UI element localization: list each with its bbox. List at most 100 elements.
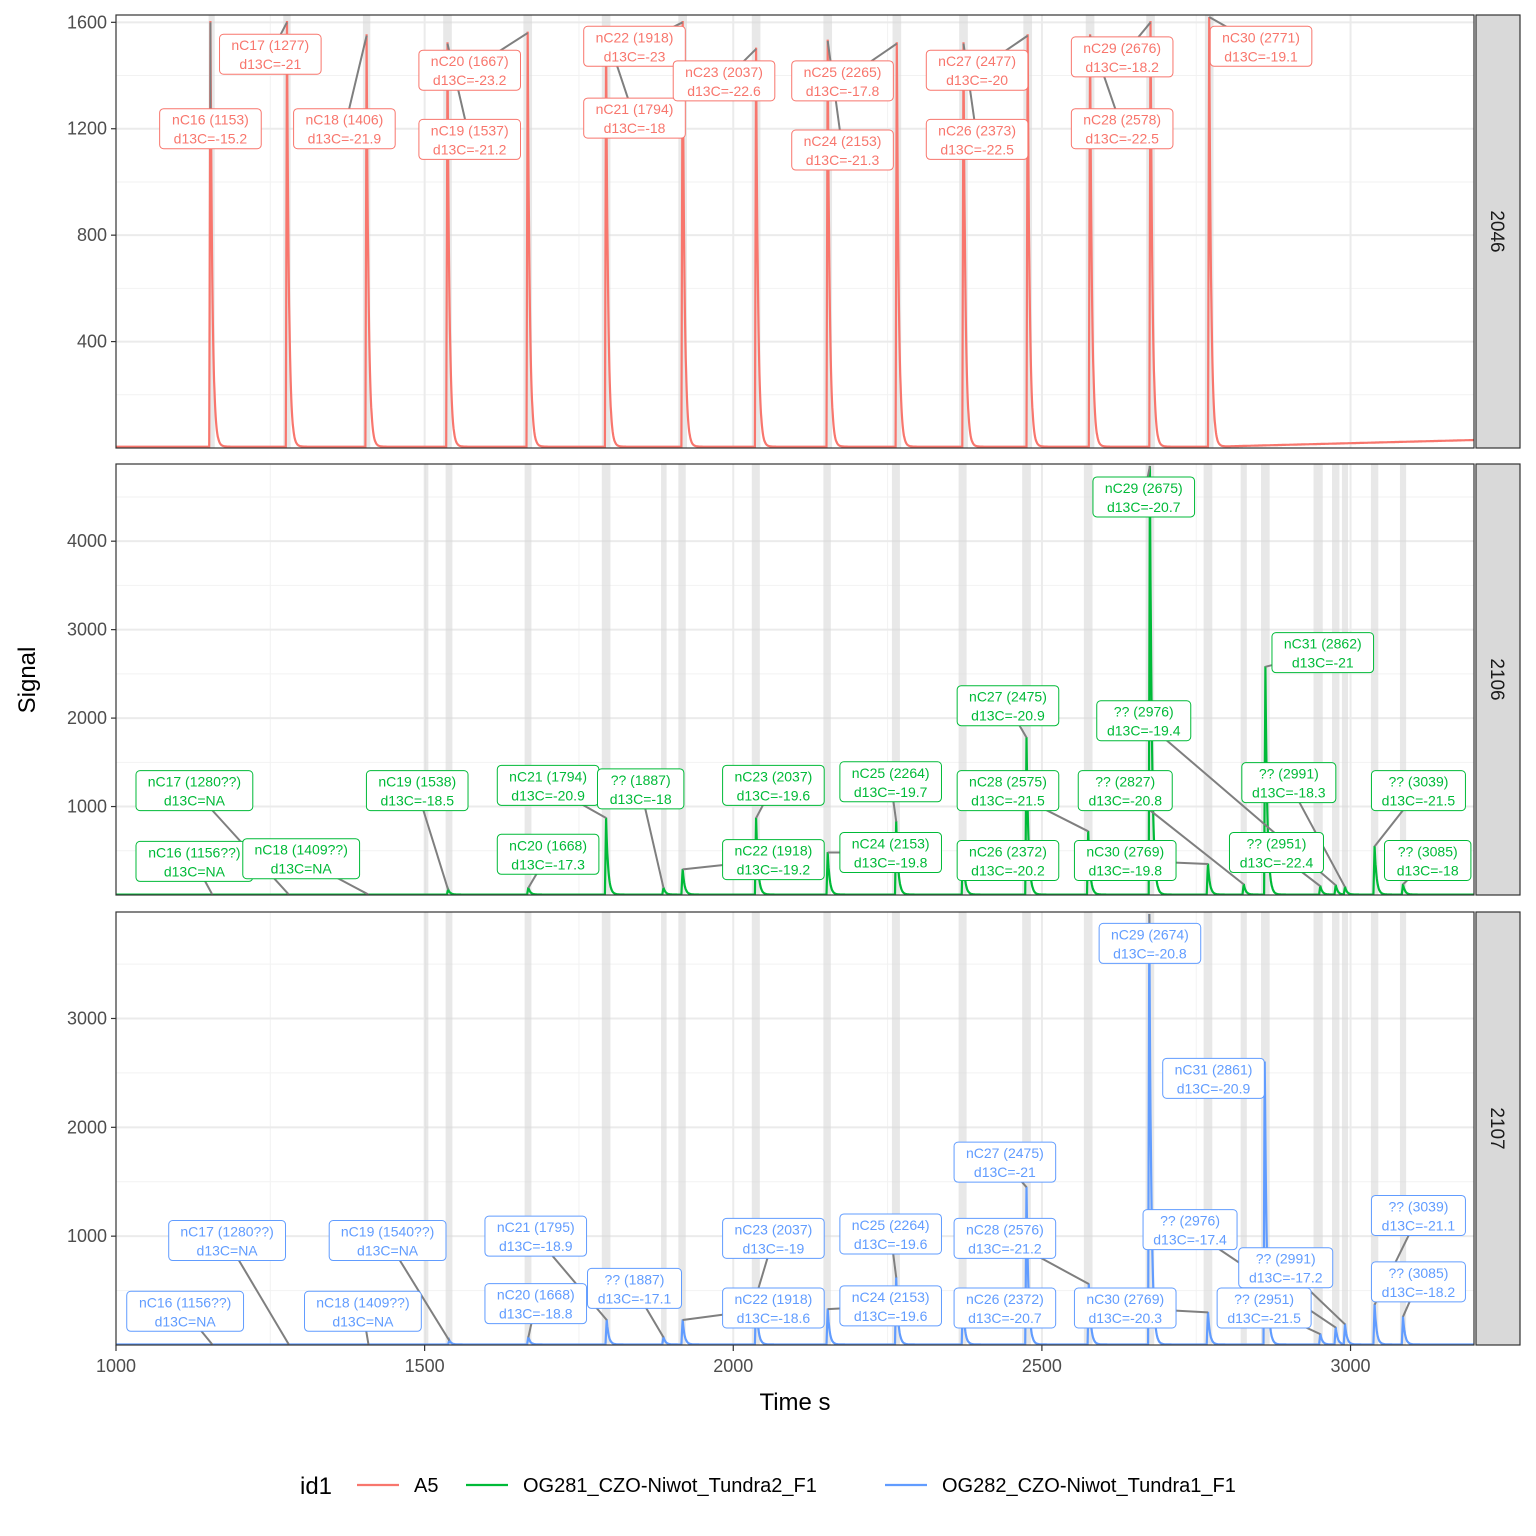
label-d13c: d13C=NA [155,1313,217,1329]
legend-item: OG282_CZO-Niwot_Tundra1_F1 [885,1475,1236,1497]
label-d13c: d13C=-21.3 [806,152,880,168]
label-compound: nC28 (2575) [969,774,1047,790]
peak-label: nC19 (1538) d13C=-18.5 [365,770,469,812]
label-d13c: d13C=-15.2 [174,131,248,147]
peak-window-band [1022,464,1031,895]
peak-window-band [1332,912,1340,1345]
label-compound: nC18 (1409??) [316,1294,409,1310]
peak-window-band [1370,464,1379,895]
label-box [484,1215,588,1257]
peak-window-band [1083,912,1093,1345]
label-d13c: d13C=-19.6 [854,1236,928,1252]
label-box [1271,632,1375,674]
label-compound: nC23 (2037) [734,1221,812,1237]
label-d13c: d13C=NA [164,793,226,809]
legend: id1 A5 OG281_CZO-Niwot_Tundra2_F1 OG282_CZ… [300,1473,1236,1500]
label-d13c: d13C=-17.2 [1249,1270,1323,1286]
label-box [1241,762,1337,804]
label-box [1077,770,1173,812]
peak-window-band [678,464,686,895]
peak-label: ?? (3039) d13C=-21.1 [1370,1194,1466,1236]
peak-window-band [1022,912,1031,1345]
label-d13c: d13C=-19.7 [854,784,928,800]
peak-label: nC23 (2037) d13C=-22.6 [672,60,776,102]
x-axis-title: Time s [759,1389,830,1416]
peak-window-band [1203,464,1213,895]
peak-label: ?? (2827) d13C=-20.8 [1077,770,1173,812]
label-box [791,129,894,171]
label-box [953,1287,1057,1329]
label-d13c: d13C=-22.6 [687,83,761,99]
y-tick-label: 800 [77,225,107,245]
peak-label: nC29 (2676) d13C=-18.2 [1070,36,1174,78]
label-d13c: d13C=-18 [610,791,672,807]
label-d13c: d13C=NA [164,863,226,879]
label-compound: nC27 (2477) [938,53,1016,69]
peak-window-band [661,912,667,1345]
label-d13c: d13C=-19.6 [854,1308,928,1324]
peak-label: nC18 (1406) d13C=-21.9 [293,108,396,150]
facet-strip [1475,14,1521,449]
label-box [484,1283,588,1325]
peak-label: nC23 (2037) d13C=-19.6 [722,764,825,806]
label-box [953,1141,1057,1183]
label-d13c: d13C=-21.9 [308,131,382,147]
label-compound: ?? (2951) [1234,1291,1294,1307]
peak-label: nC18 (1409??) d13C=NA [242,838,361,880]
label-box [1228,832,1324,874]
label-box [1370,1261,1466,1303]
peak-labels: nC17 (1280??) d13C=NA nC16 (1156??) d13C=NA… [126,913,1466,1345]
label-d13c: d13C=-23 [604,48,666,64]
peak-label: ?? (2951) d13C=-22.4 [1228,832,1324,874]
label-compound: nC31 (2861) [1175,1061,1253,1077]
label-d13c: d13C=NA [332,1313,394,1329]
peak-window-band [751,912,760,1345]
label-d13c: d13C=-18.6 [737,1310,811,1326]
label-box [1096,700,1192,742]
label-compound: ?? (3085) [1398,844,1458,860]
peak-label: ?? (2991) d13C=-17.2 [1238,1247,1334,1289]
y-tick-label: 1200 [67,119,107,139]
label-compound: nC18 (1409??) [254,842,347,858]
label-compound: nC27 (2475) [966,1145,1044,1161]
label-box [159,108,262,150]
label-d13c: d13C=-18.5 [380,793,454,809]
label-box [722,1287,825,1329]
label-compound: nC17 (1277) [231,37,309,53]
label-box [839,761,942,803]
label-box [839,1285,942,1327]
peak-label: nC25 (2265) d13C=-17.8 [791,60,894,102]
peak-label: nC27 (2477) d13C=-20 [925,49,1029,91]
peak-label: ?? (3085) d13C=-18.2 [1370,1261,1466,1303]
label-box [328,1220,447,1262]
label-compound: nC16 (1156??) [148,844,240,860]
x-tick-label: 1000 [96,1356,136,1376]
peak-window-band [1203,912,1213,1345]
peak-label: nC24 (2153) d13C=-19.8 [839,832,942,874]
peak-label: nC20 (1667) d13C=-23.2 [418,49,521,91]
facet-strip [1475,911,1521,1346]
peak-window-band [424,464,429,895]
label-compound: nC16 (1153) [172,112,249,128]
label-box [1209,25,1313,67]
label-box [135,770,254,812]
legend-label: A5 [414,1475,438,1497]
label-box [672,60,776,102]
label-box [1370,1194,1466,1236]
label-d13c: d13C=-20.9 [971,708,1045,724]
label-box [1162,1057,1265,1099]
peak-label: ?? (2976) d13C=-17.4 [1142,1209,1238,1251]
label-d13c: d13C=-22.5 [1085,131,1159,147]
peak-window-band [891,464,900,895]
peak-window-band [678,912,686,1345]
label-d13c: d13C=-18.3 [1252,785,1326,801]
peak-label: nC25 (2264) d13C=-19.7 [839,761,942,803]
label-compound: nC28 (2576) [966,1221,1044,1237]
peak-label: nC31 (2862) d13C=-21 [1271,632,1375,674]
label-d13c: d13C=-19.8 [1088,863,1162,879]
label-d13c: d13C=-17.4 [1153,1232,1227,1248]
peak-label: ?? (2976) d13C=-19.4 [1096,700,1192,742]
label-compound: nC25 (2265) [804,64,882,80]
label-d13c: d13C=-18.9 [499,1238,573,1254]
